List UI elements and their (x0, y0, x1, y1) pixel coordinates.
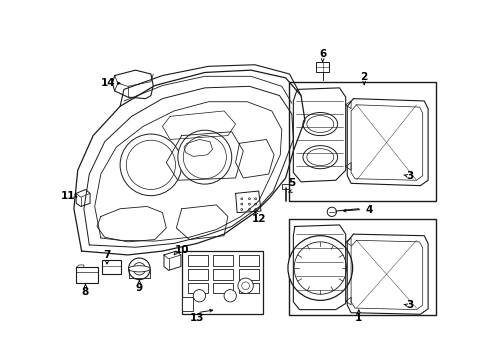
Text: 3: 3 (406, 171, 413, 181)
Text: 11: 11 (61, 191, 76, 201)
Circle shape (193, 289, 205, 302)
Ellipse shape (128, 266, 150, 272)
Bar (213, 269, 233, 280)
Circle shape (248, 203, 250, 205)
Circle shape (178, 130, 231, 184)
Bar (187, 269, 207, 280)
Bar (238, 269, 258, 280)
Circle shape (241, 198, 242, 200)
Circle shape (254, 198, 256, 200)
Bar (187, 283, 207, 293)
Circle shape (183, 136, 226, 179)
Circle shape (238, 278, 253, 293)
Circle shape (241, 282, 249, 289)
Circle shape (241, 208, 242, 211)
Text: 6: 6 (318, 49, 325, 59)
Bar (289, 82, 435, 201)
Text: 13: 13 (189, 313, 204, 323)
Circle shape (254, 208, 256, 211)
Circle shape (133, 263, 145, 275)
Circle shape (326, 207, 336, 216)
Bar (187, 255, 207, 266)
Circle shape (126, 140, 175, 189)
Bar (182, 297, 193, 311)
Text: 10: 10 (174, 244, 188, 255)
Circle shape (248, 198, 250, 200)
Circle shape (224, 289, 236, 302)
Circle shape (120, 134, 182, 195)
Circle shape (241, 203, 242, 205)
Text: 2: 2 (360, 72, 367, 82)
Text: 4: 4 (365, 204, 372, 215)
Bar (281, 184, 289, 189)
Bar (213, 283, 233, 293)
Text: 7: 7 (103, 250, 110, 260)
Text: 8: 8 (81, 287, 89, 297)
Bar (238, 283, 258, 293)
Ellipse shape (303, 112, 337, 136)
Bar (213, 255, 233, 266)
Bar (289, 219, 435, 315)
Bar (316, 62, 328, 72)
Ellipse shape (306, 116, 333, 132)
Ellipse shape (303, 145, 337, 169)
Text: 5: 5 (287, 178, 295, 188)
Bar (238, 255, 258, 266)
Text: 1: 1 (354, 313, 362, 323)
Bar (76, 266, 98, 283)
Bar (182, 251, 262, 314)
Circle shape (254, 203, 256, 205)
Text: 3: 3 (406, 300, 413, 310)
Text: 14: 14 (101, 78, 116, 88)
Circle shape (248, 208, 250, 211)
Text: 12: 12 (251, 214, 265, 224)
Bar (102, 260, 121, 274)
Ellipse shape (306, 149, 333, 166)
Circle shape (287, 236, 352, 300)
Circle shape (293, 242, 346, 294)
Text: 9: 9 (136, 283, 142, 293)
Circle shape (128, 258, 150, 280)
